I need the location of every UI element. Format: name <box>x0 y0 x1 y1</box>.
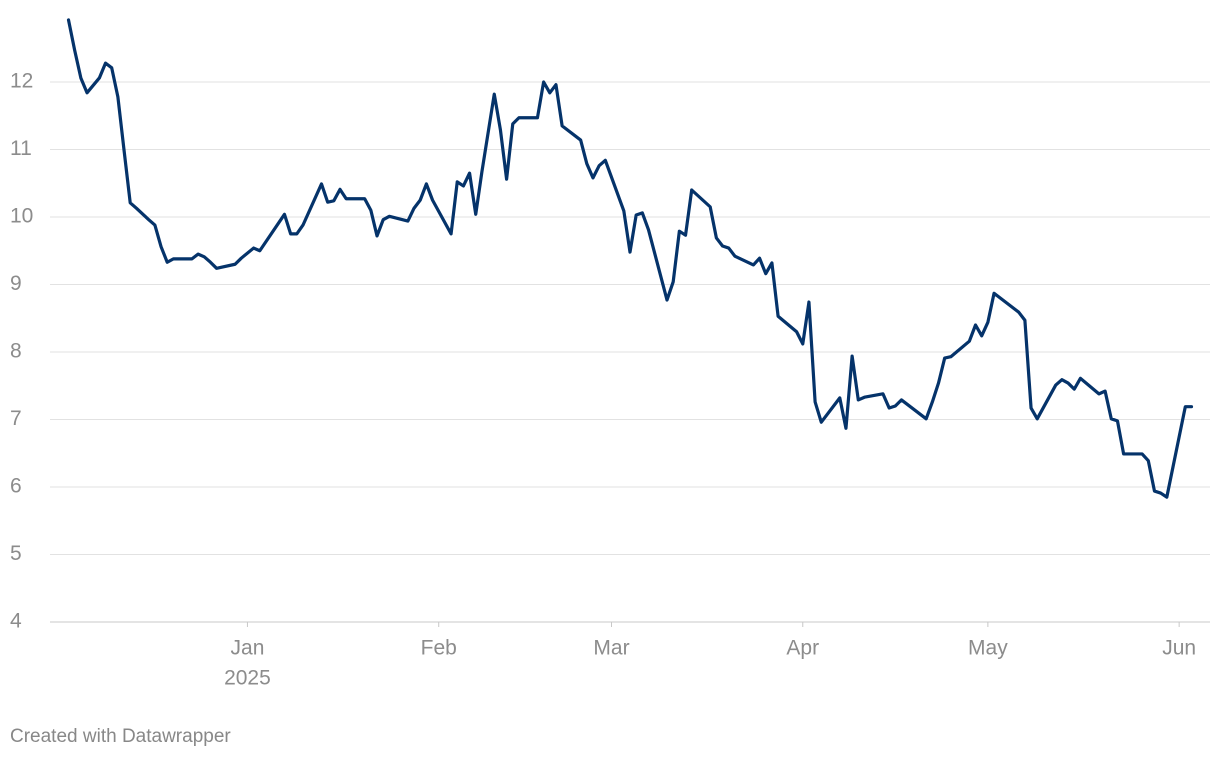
x-tick-label: Jun <box>1162 637 1196 660</box>
x-tick-label: Mar <box>593 637 629 660</box>
x-tick-label: Apr <box>786 637 819 660</box>
y-tick-label: 10 <box>10 205 33 228</box>
y-tick-label: 4 <box>10 610 22 633</box>
x-tick-label: Jan <box>231 637 265 660</box>
y-tick-label: 12 <box>10 70 33 93</box>
y-tick-label: 5 <box>10 542 22 565</box>
x-tick-label: May <box>968 637 1008 660</box>
y-tick-label: 8 <box>10 340 22 363</box>
y-tick-label: 7 <box>10 407 22 430</box>
y-tick-label: 9 <box>10 272 22 295</box>
line <box>66 18 1194 499</box>
x-tick-sublabel: 2025 <box>224 667 271 690</box>
y-tick-label: 6 <box>10 475 22 498</box>
x-tick-label: Feb <box>421 637 457 660</box>
y-tick-label: 11 <box>10 137 32 160</box>
credit: Created with Datawrapper <box>10 726 231 747</box>
